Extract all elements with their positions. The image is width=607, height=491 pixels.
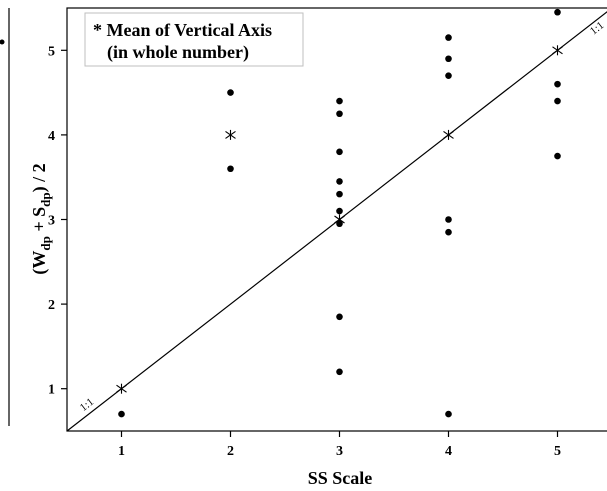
data-point xyxy=(554,152,561,160)
data-point xyxy=(445,34,452,41)
legend-line-1: * Mean of Vertical Axis xyxy=(93,20,272,40)
data-point xyxy=(336,368,343,376)
y-tick-label: 1 xyxy=(48,383,55,398)
data-point xyxy=(336,190,343,198)
data-point xyxy=(336,207,343,215)
data-point xyxy=(445,216,452,223)
legend: * Mean of Vertical Axis (in whole number… xyxy=(84,12,304,67)
y-title-sub2: dp xyxy=(38,192,53,206)
y-axis-title: (Wdp + Sdp) / 2 xyxy=(29,163,53,274)
y-axis: 1 2 3 4 5 xyxy=(48,44,67,398)
x-tick-label: 5 xyxy=(554,444,561,459)
data-point xyxy=(554,97,561,105)
data-point xyxy=(554,8,561,16)
y-title-close: ) / 2 xyxy=(29,163,50,192)
x-tick-label: 2 xyxy=(227,444,234,459)
x-tick-label: 3 xyxy=(336,444,343,459)
mean-marker xyxy=(334,214,345,225)
y-title-sub1: dp xyxy=(38,236,53,250)
reference-label-low: 1:1 xyxy=(78,396,96,414)
legend-box xyxy=(84,12,304,67)
data-point xyxy=(445,228,452,236)
left-panel-dot xyxy=(0,39,5,45)
y-title-open: (W xyxy=(29,251,50,275)
data-point xyxy=(118,410,125,418)
data-point xyxy=(445,55,452,63)
reference-label-high: 1:1 xyxy=(588,19,606,37)
x-axis-title: SS Scale xyxy=(308,468,373,488)
y-tick-label: 2 xyxy=(48,298,55,313)
y-tick-label: 3 xyxy=(48,214,55,229)
mean-marker xyxy=(443,129,454,140)
mean-markers xyxy=(116,45,563,394)
mean-marker xyxy=(225,129,236,140)
data-point xyxy=(336,97,343,105)
legend-line-2: (in whole number) xyxy=(107,42,249,63)
mean-marker xyxy=(552,45,563,56)
data-point xyxy=(227,165,234,173)
y-tick-label: 4 xyxy=(48,129,55,144)
data-point xyxy=(336,313,343,321)
data-point xyxy=(445,72,452,79)
x-tick-label: 1 xyxy=(118,444,125,459)
reference-line-1-1 xyxy=(66,11,607,432)
data-point xyxy=(336,110,343,118)
data-point xyxy=(445,410,452,418)
data-point xyxy=(227,89,234,96)
data-point xyxy=(554,80,561,88)
data-points xyxy=(118,8,561,418)
y-title-mid: + S xyxy=(29,207,49,236)
x-tick-label: 4 xyxy=(445,444,452,459)
x-axis: 1 2 3 4 5 xyxy=(118,431,561,459)
mean-marker xyxy=(116,383,127,394)
y-tick-label: 5 xyxy=(48,44,55,59)
data-point xyxy=(336,148,343,156)
data-point xyxy=(336,178,343,185)
